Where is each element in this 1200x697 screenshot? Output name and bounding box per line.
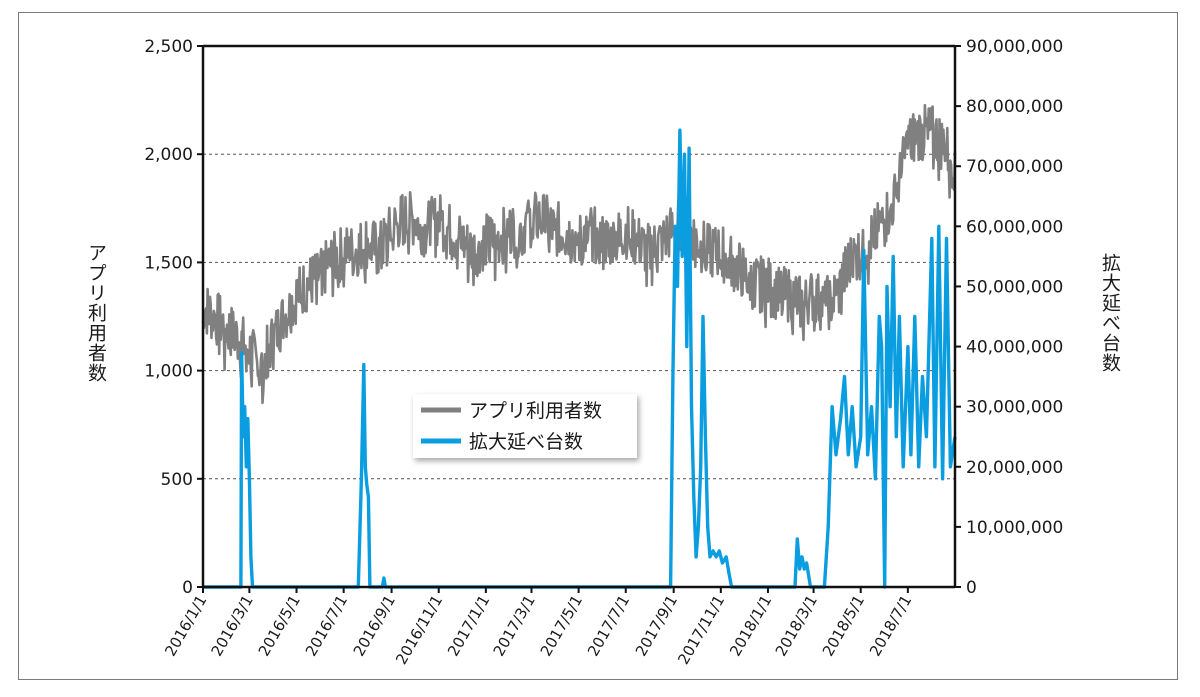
y-right-tick-label: 60,000,000 <box>966 217 1063 237</box>
y-right-tick-label: 80,000,000 <box>966 97 1063 117</box>
y-left-tick-label: 1,000 <box>144 362 193 382</box>
expanded-units-line <box>203 128 957 589</box>
y-right-tick-label: 30,000,000 <box>966 398 1063 418</box>
x-tick-label: 2016/7/1 <box>302 592 351 659</box>
y-right-tick-label: 10,000,000 <box>966 518 1063 538</box>
x-tick-label: 2017/1/1 <box>444 592 493 659</box>
x-tick-label: 2017/3/1 <box>490 592 539 659</box>
x-tick-label: 2016/3/1 <box>208 592 257 659</box>
y-left-tick-label: 1,500 <box>144 253 193 273</box>
y-right-tick-label: 90,000,000 <box>966 37 1063 57</box>
y-left-tick-labels: 0 500 1,000 1,500 2,000 2,500 <box>144 37 193 598</box>
x-tick-label: 2017/7/1 <box>584 592 633 659</box>
y-right-tick-label: 20,000,000 <box>966 458 1063 478</box>
y-left-tick-label: 500 <box>161 470 193 490</box>
legend-label-app-users: アプリ利用者数 <box>469 400 602 422</box>
y-right-axis-title: 拡大延べ台数 <box>1099 253 1121 373</box>
y-left-tick-label: 2,500 <box>144 37 193 57</box>
y-right-tick-label: 40,000,000 <box>966 338 1063 358</box>
legend-box <box>413 394 637 458</box>
y-right-tick-labels: 0 10,000,000 20,000,000 30,000,000 40,000,00… <box>966 37 1063 598</box>
series-app-users <box>201 103 957 405</box>
x-tick-label: 2016/5/1 <box>255 592 304 659</box>
y-right-tick-label: 0 <box>966 578 977 598</box>
legend-label-expanded-units: 拡大延べ台数 <box>469 431 583 453</box>
x-tick-label: 2018/3/1 <box>772 592 821 659</box>
series-expanded-units <box>203 128 957 589</box>
x-tick-label: 2016/9/1 <box>350 592 399 659</box>
y-left-axis-title: アプリ利用者数 <box>85 243 107 383</box>
x-tick-label: 2016/11/1 <box>392 592 446 668</box>
x-tick-label: 2017/11/1 <box>674 592 728 668</box>
y-right-tick-label: 50,000,000 <box>966 277 1063 297</box>
chart-frame <box>18 12 1178 680</box>
x-tick-label: 2017/9/1 <box>632 592 681 659</box>
y-left-tick-label: 2,000 <box>144 145 193 165</box>
x-tick-label: 2018/1/1 <box>726 592 775 659</box>
axes <box>197 44 961 593</box>
y-right-tick-label: 70,000,000 <box>966 157 1063 177</box>
app-users-line <box>201 103 957 405</box>
x-tick-label: 2016/1/1 <box>161 592 210 659</box>
y-left-tick-label: 0 <box>182 578 193 598</box>
x-tick-label: 2017/5/1 <box>537 592 586 659</box>
x-tick-label: 2018/7/1 <box>866 592 915 659</box>
x-tick-labels: 2016/1/12016/3/12016/5/12016/7/12016/9/1… <box>161 592 915 668</box>
legend: アプリ利用者数 拡大延べ台数 <box>413 394 637 458</box>
x-tick-label: 2018/5/1 <box>819 592 868 659</box>
